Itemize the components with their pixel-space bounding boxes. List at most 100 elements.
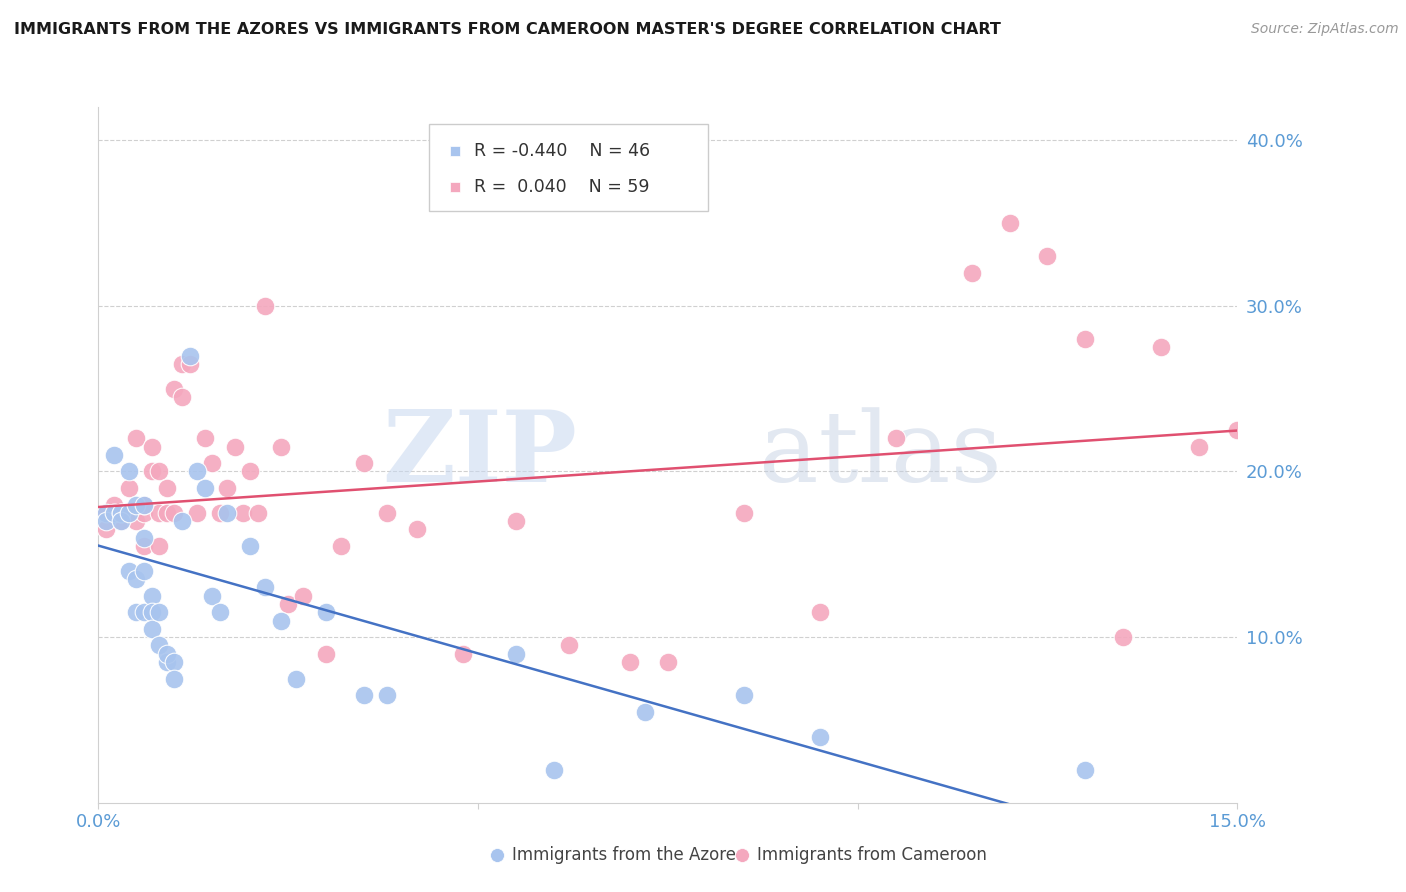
Point: [132, 498, 155, 512]
Text: Source: ZipAtlas.com: Source: ZipAtlas.com: [1251, 22, 1399, 37]
Point: [277, 597, 299, 611]
Point: [998, 216, 1021, 230]
Point: [375, 688, 398, 702]
Point: [733, 506, 755, 520]
Text: IMMIGRANTS FROM THE AZORES VS IMMIGRANTS FROM CAMEROON MASTER'S DEGREE CORRELATI: IMMIGRANTS FROM THE AZORES VS IMMIGRANTS…: [14, 22, 1001, 37]
Point: [224, 440, 246, 454]
Point: [94, 506, 117, 520]
Point: [163, 655, 186, 669]
Point: [148, 639, 170, 653]
Point: [141, 440, 163, 454]
Point: [239, 465, 262, 479]
Point: [170, 514, 193, 528]
Point: [148, 605, 170, 619]
Point: [94, 506, 117, 520]
Point: [1074, 332, 1097, 346]
Point: [156, 647, 179, 661]
Point: [141, 465, 163, 479]
Point: [125, 514, 148, 528]
Text: Immigrants from Cameroon: Immigrants from Cameroon: [756, 846, 987, 864]
Point: [201, 456, 224, 470]
Point: [254, 581, 277, 595]
Point: [186, 506, 208, 520]
Point: [284, 672, 307, 686]
Text: R =  0.040    N = 59: R = 0.040 N = 59: [474, 178, 650, 196]
Point: [1074, 763, 1097, 777]
Point: [170, 357, 193, 371]
Point: [1226, 423, 1249, 437]
Point: [657, 655, 679, 669]
Point: [315, 647, 337, 661]
Point: [110, 506, 132, 520]
Point: [186, 465, 208, 479]
Point: [170, 390, 193, 404]
Point: [148, 465, 170, 479]
Point: [353, 688, 375, 702]
Point: [103, 448, 125, 462]
Point: [960, 266, 983, 280]
Point: [208, 605, 231, 619]
Point: [125, 498, 148, 512]
Point: [1036, 249, 1059, 263]
Point: [103, 506, 125, 520]
Text: R = -0.440    N = 46: R = -0.440 N = 46: [474, 142, 651, 160]
Text: atlas: atlas: [759, 407, 1001, 503]
Point: [270, 614, 292, 628]
Point: [163, 506, 186, 520]
Point: [292, 589, 315, 603]
Point: [254, 299, 277, 313]
Point: [118, 481, 141, 495]
Point: [733, 688, 755, 702]
Point: [125, 572, 148, 586]
Point: [217, 481, 239, 495]
Point: [118, 506, 141, 520]
Point: [1188, 440, 1211, 454]
Point: [217, 506, 239, 520]
Point: [375, 506, 398, 520]
Point: [132, 605, 155, 619]
Text: Immigrants from the Azores: Immigrants from the Azores: [512, 846, 745, 864]
Point: [1150, 340, 1173, 354]
Point: [232, 506, 254, 520]
Point: [208, 506, 231, 520]
Point: [110, 506, 132, 520]
Point: [118, 564, 141, 578]
Point: [156, 655, 179, 669]
Point: [884, 431, 907, 445]
Point: [543, 763, 565, 777]
Point: [239, 539, 262, 553]
Point: [619, 655, 641, 669]
Point: [141, 622, 163, 636]
Point: [132, 531, 155, 545]
Point: [103, 506, 125, 520]
Point: [163, 382, 186, 396]
Point: [808, 605, 831, 619]
Point: [141, 605, 163, 619]
FancyBboxPatch shape: [429, 124, 707, 211]
Point: [163, 672, 186, 686]
Point: [103, 498, 125, 512]
Point: [118, 465, 141, 479]
Point: [132, 498, 155, 512]
Point: [110, 506, 132, 520]
Point: [451, 647, 474, 661]
Text: ZIP: ZIP: [382, 407, 576, 503]
Point: [315, 605, 337, 619]
Point: [558, 639, 581, 653]
Point: [179, 357, 201, 371]
Point: [110, 514, 132, 528]
Point: [246, 506, 269, 520]
Point: [634, 705, 657, 719]
Point: [505, 514, 527, 528]
Point: [194, 481, 217, 495]
Point: [132, 564, 155, 578]
Point: [194, 431, 217, 445]
Point: [406, 523, 429, 537]
Point: [1112, 630, 1135, 644]
Point: [505, 647, 527, 661]
Point: [156, 506, 179, 520]
Point: [156, 481, 179, 495]
Point: [148, 506, 170, 520]
Point: [201, 589, 224, 603]
Point: [330, 539, 353, 553]
